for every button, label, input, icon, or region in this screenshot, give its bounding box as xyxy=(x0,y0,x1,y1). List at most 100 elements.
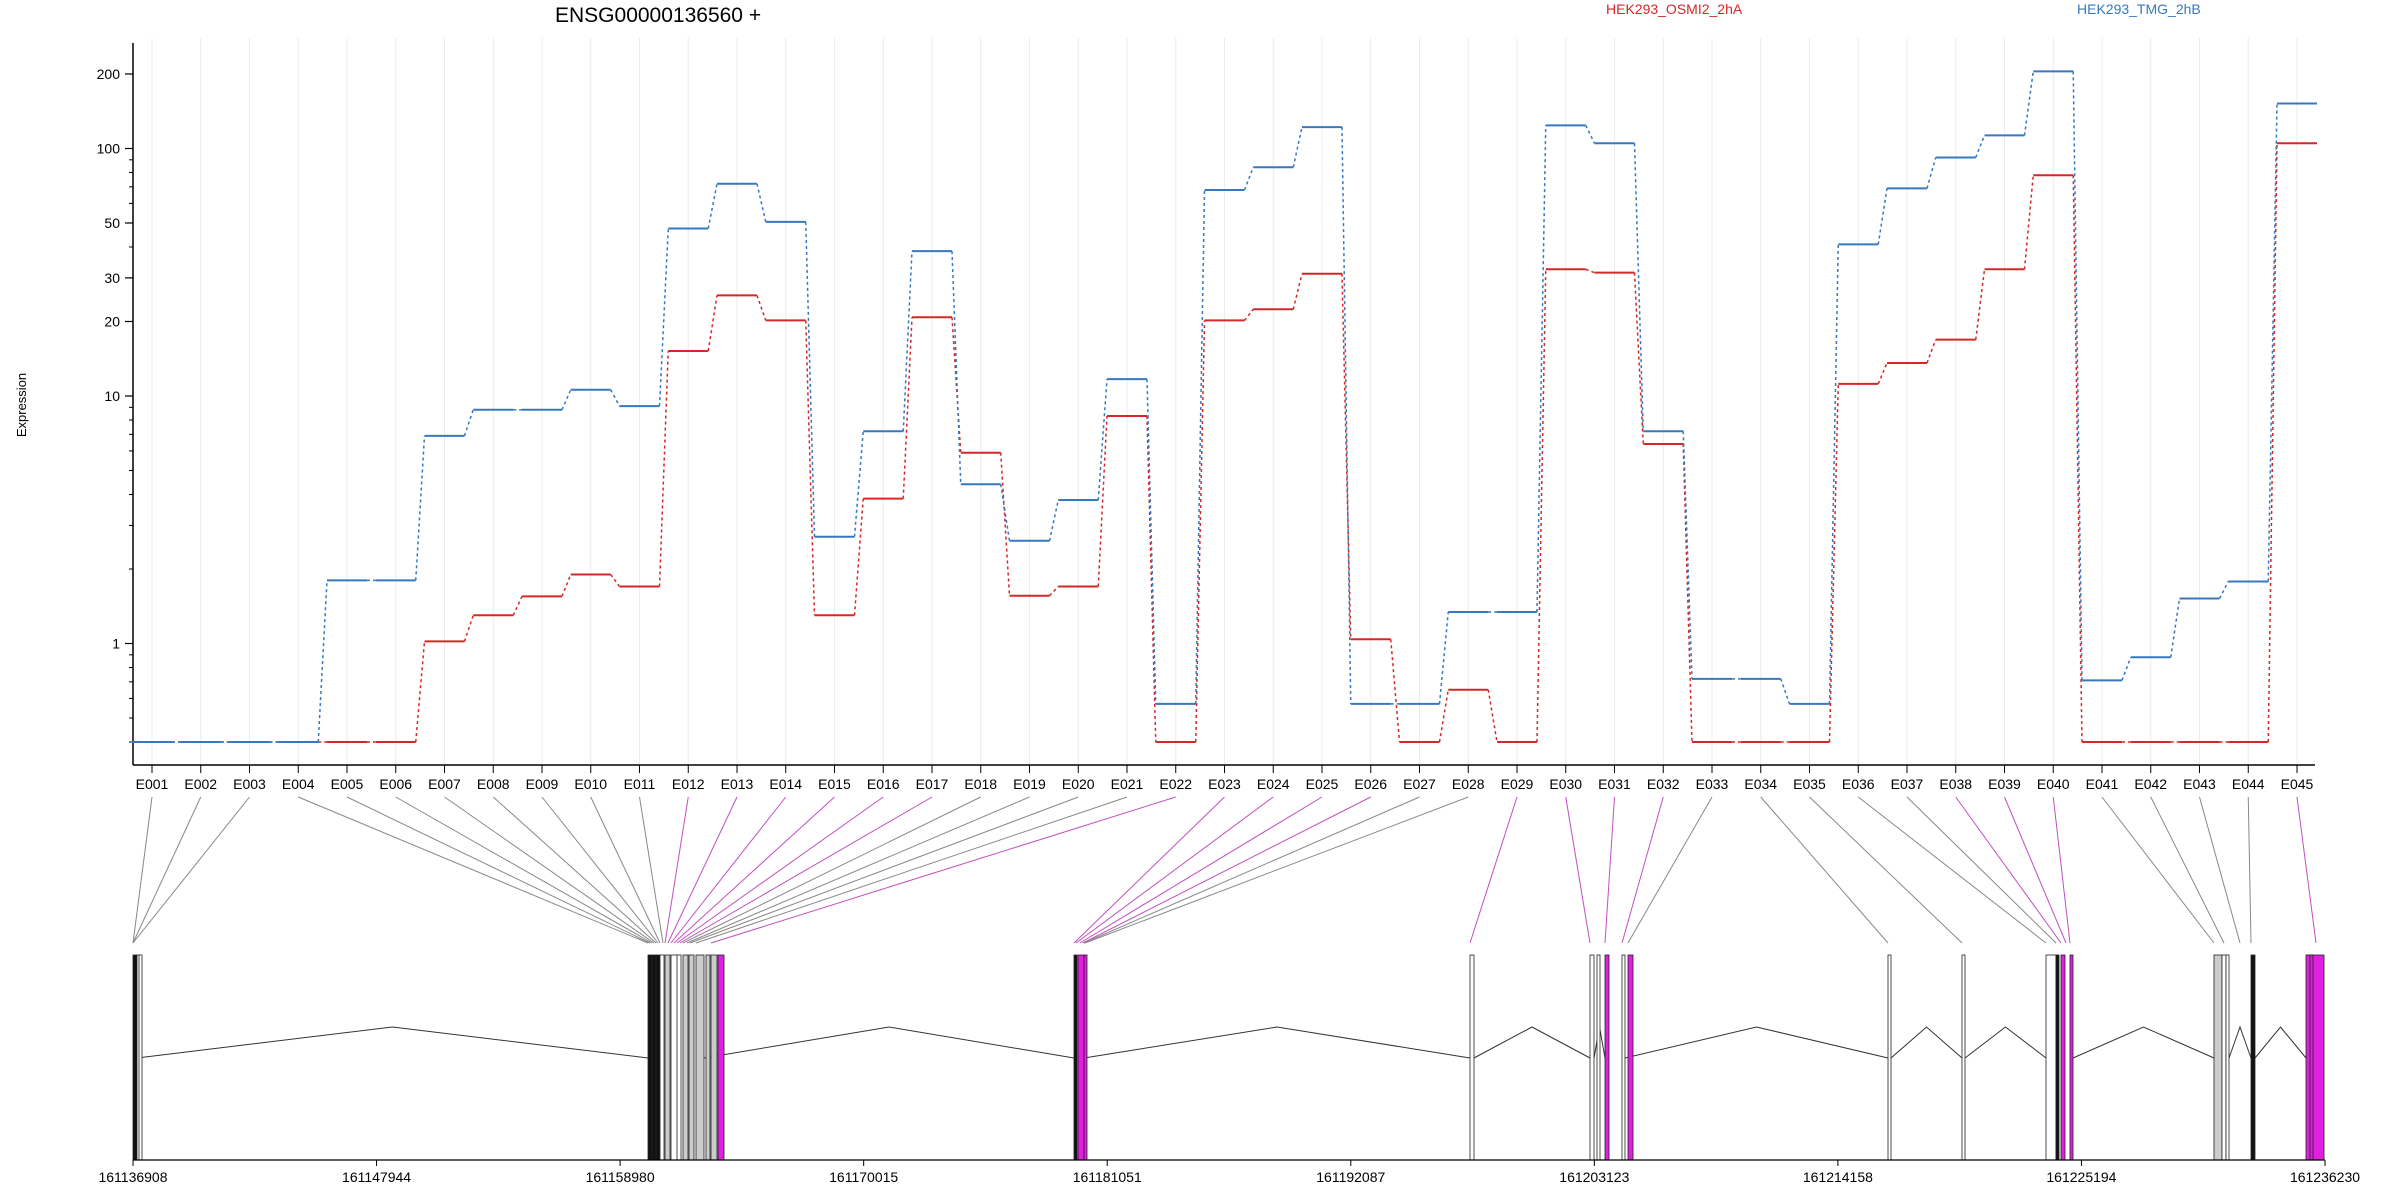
x-tick-label-E020: E020 xyxy=(1062,776,1095,792)
series-2-connector xyxy=(1146,379,1157,704)
exon-block-16 xyxy=(717,954,725,1161)
x-tick-label-E023: E023 xyxy=(1208,776,1241,792)
chart-title: ENSG00000136560 + xyxy=(555,4,761,27)
genomic-tick-label: 161158980 xyxy=(586,1169,655,1185)
x-tick-label-E005: E005 xyxy=(331,776,364,792)
genomic-tick-label: 161181051 xyxy=(1073,1169,1142,1185)
x-tick-label-E016: E016 xyxy=(867,776,900,792)
series-2-connector xyxy=(2023,71,2034,136)
exon-block-11 xyxy=(682,954,689,1161)
exon-block-18 xyxy=(1077,954,1085,1161)
exon-block-23 xyxy=(1604,954,1610,1161)
x-tick-label-E009: E009 xyxy=(526,776,559,792)
series-2-connector xyxy=(1682,431,1693,679)
exon-block-20 xyxy=(1469,954,1475,1161)
exon-block-3 xyxy=(138,954,143,1161)
series-1-connector xyxy=(1536,269,1547,743)
x-tick-label-E030: E030 xyxy=(1549,776,1582,792)
exon-block-24 xyxy=(1621,954,1626,1161)
connector-E012 xyxy=(664,796,689,944)
exon-block-34 xyxy=(2225,954,2230,1161)
series-1-connector xyxy=(1048,585,1059,597)
x-tick-label-E037: E037 xyxy=(1891,776,1924,792)
x-tick-label-E006: E006 xyxy=(379,776,412,792)
series-2-connector xyxy=(1195,189,1206,704)
connector-E011 xyxy=(639,796,664,944)
series-1-connector xyxy=(1487,689,1498,743)
connector-E036 xyxy=(1857,796,2047,944)
series-1-connector xyxy=(756,295,767,321)
x-tick-label-E028: E028 xyxy=(1452,776,1485,792)
series-2-connector xyxy=(1877,188,1888,245)
series-2-connector xyxy=(1975,135,1986,158)
series-1-connector xyxy=(463,615,474,642)
x-tick-label-E019: E019 xyxy=(1013,776,1046,792)
x-tick-label-E008: E008 xyxy=(477,776,510,792)
x-tick-label-E038: E038 xyxy=(1939,776,1972,792)
exon-block-32 xyxy=(2213,954,2223,1161)
intron-7 xyxy=(1890,1026,1963,1059)
exon-block-29 xyxy=(2055,954,2060,1161)
series-2-connector xyxy=(463,409,474,437)
x-tick-label-E004: E004 xyxy=(282,776,315,792)
genomic-tick-label: 161192087 xyxy=(1316,1169,1385,1185)
connector-E026 xyxy=(1082,796,1371,944)
connector-E042 xyxy=(2150,796,2225,944)
legend-series-1: HEK293_OSMI2_2hA xyxy=(1606,1,1743,17)
connector-E025 xyxy=(1079,796,1323,944)
series-1-connector xyxy=(1292,273,1303,310)
exon-block-33 xyxy=(2221,954,2227,1161)
connector-E033 xyxy=(1627,796,1713,944)
x-tick-labels: E001 E002 E003 E004 E005 E006 E007 E008 E009 E010… xyxy=(136,765,2314,792)
x-tick-label-E015: E015 xyxy=(818,776,851,792)
series-1-connector xyxy=(1877,362,1888,385)
intron-10 xyxy=(2228,1025,2252,1059)
series-1-connector xyxy=(2072,175,2083,743)
y-axis-label: Expression xyxy=(14,373,29,437)
exon-block-26 xyxy=(1887,954,1892,1161)
connector-E016 xyxy=(676,796,884,944)
connector-E041 xyxy=(2101,796,2215,944)
series-2-connector xyxy=(1633,143,1644,432)
x-tick-label-E036: E036 xyxy=(1842,776,1875,792)
intron-9 xyxy=(2072,1026,2215,1059)
x-tick-label-E029: E029 xyxy=(1501,776,1534,792)
series-1-connector xyxy=(1585,268,1595,274)
series-1-connector xyxy=(1633,272,1644,445)
series-lines xyxy=(132,70,2317,743)
series-2-connector xyxy=(1097,379,1108,501)
genomic-tick-label: 161170015 xyxy=(829,1169,898,1185)
connector-E017 xyxy=(679,796,933,944)
exon-block-30 xyxy=(2060,954,2066,1161)
series-1-connector xyxy=(707,295,718,352)
connector-E027 xyxy=(1083,796,1420,944)
connector-E044 xyxy=(2247,796,2252,944)
genomic-tick-label: 161236230 xyxy=(2290,1169,2360,1185)
series-2-connector xyxy=(805,221,816,537)
series-2-connector xyxy=(902,251,913,432)
series-2-connector xyxy=(1292,126,1303,168)
vertical-gridlines xyxy=(151,38,2298,765)
intron-8 xyxy=(1964,1026,2047,1059)
connector-E004 xyxy=(298,796,649,944)
exon-block-14 xyxy=(705,954,711,1161)
series-1-connector xyxy=(415,641,426,743)
connector-E022 xyxy=(710,796,1176,944)
series-2-connector xyxy=(610,389,621,407)
connector-E039 xyxy=(2004,796,2067,944)
series-1-connector xyxy=(610,574,621,587)
x-tick-label-E014: E014 xyxy=(769,776,802,792)
series-1-connector xyxy=(1341,273,1352,640)
x-tick-label-E011: E011 xyxy=(624,776,656,792)
x-tick-label-E007: E007 xyxy=(428,776,461,792)
connector-E043 xyxy=(2199,796,2241,944)
genomic-tick-label: 161214158 xyxy=(1803,1169,1873,1185)
y-tick-label: 100 xyxy=(97,140,121,156)
exon-block-13 xyxy=(695,954,705,1161)
connector-E040 xyxy=(2052,796,2071,944)
series-2-connector xyxy=(2267,103,2278,582)
series-2-connector xyxy=(2121,656,2132,681)
connector-E013 xyxy=(667,796,738,944)
exon-block-27 xyxy=(1961,954,1966,1161)
y-tick-label: 1 xyxy=(112,636,120,652)
